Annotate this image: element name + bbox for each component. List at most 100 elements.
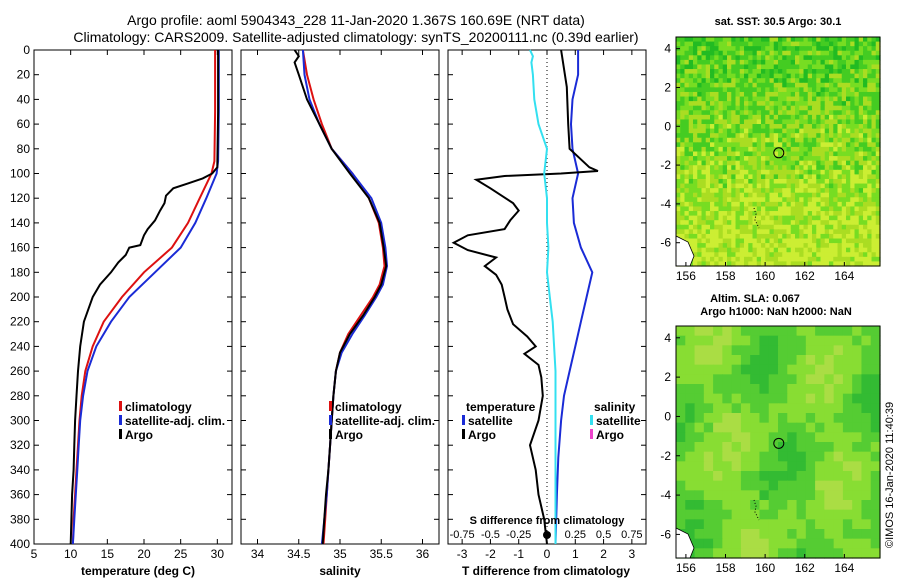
map-cell — [846, 91, 851, 98]
map-cell — [748, 211, 754, 217]
map-cell — [756, 37, 762, 43]
map-cell — [846, 73, 851, 79]
map-cell — [701, 197, 707, 203]
map-cell — [744, 82, 749, 88]
map-cell — [778, 82, 783, 88]
map-cell — [805, 355, 816, 366]
map-cell — [684, 64, 690, 70]
map-cell — [824, 220, 830, 226]
map-cell — [875, 243, 881, 249]
map-cell — [854, 238, 860, 244]
map-cell — [841, 64, 847, 70]
map-cell — [850, 261, 856, 267]
map-cell — [701, 247, 707, 253]
map-cell — [731, 183, 737, 189]
map-cell — [829, 128, 834, 134]
map-cell — [759, 548, 770, 559]
map-cell — [842, 374, 853, 385]
map-cell — [688, 229, 694, 235]
y-tick-label: 160 — [10, 241, 30, 255]
map-cell — [782, 169, 788, 175]
map-cell — [688, 55, 694, 61]
map-cell — [824, 548, 835, 559]
map-cell — [769, 238, 775, 244]
map-cell — [727, 211, 732, 217]
map-cell — [846, 105, 851, 111]
map-cell — [837, 41, 843, 47]
map-cell — [805, 519, 816, 530]
map-cell — [846, 146, 851, 153]
map-cell — [705, 238, 711, 244]
map-cell — [790, 124, 796, 130]
map-cell — [759, 538, 770, 549]
map-cell — [759, 364, 770, 375]
map-cell — [722, 509, 733, 520]
map-cell — [756, 160, 762, 166]
map-cell — [684, 211, 690, 217]
map-cell — [841, 188, 847, 194]
map-cell — [769, 160, 775, 166]
map-cell — [756, 128, 762, 134]
map-cell — [875, 174, 881, 180]
y-tick-label: 260 — [10, 364, 30, 378]
map-cell — [846, 133, 851, 139]
map-cell — [710, 114, 715, 121]
map-cell — [748, 142, 754, 148]
x-tick-label: 2 — [600, 547, 607, 561]
map-cell — [688, 220, 694, 226]
map-cell — [750, 461, 761, 472]
map-cell — [735, 64, 741, 70]
map-cell — [735, 142, 741, 148]
map-cell — [693, 261, 698, 267]
map-cell — [837, 169, 843, 175]
map-cell — [748, 37, 754, 43]
map-cell — [680, 37, 686, 43]
map-cell — [693, 55, 698, 61]
map-cell — [854, 119, 860, 125]
map-cell — [799, 124, 805, 130]
map-cell — [735, 178, 741, 185]
map-cell — [807, 252, 813, 258]
map-cell — [750, 500, 761, 511]
map-cell — [697, 114, 703, 121]
map-cell — [735, 91, 741, 98]
map-cell — [846, 165, 851, 171]
map-cell — [685, 432, 696, 443]
map-cell — [786, 178, 792, 185]
map-cell — [714, 183, 720, 189]
map-cell — [871, 261, 877, 267]
map-cell — [735, 133, 741, 139]
map-cell — [861, 413, 872, 424]
map-cell — [858, 192, 864, 198]
map-cell — [739, 64, 745, 70]
map-cell — [786, 252, 792, 258]
map-cell — [759, 326, 770, 337]
map-cell — [722, 69, 728, 75]
map-cell — [731, 220, 737, 226]
map-cell — [824, 243, 830, 249]
map-cell — [680, 151, 686, 157]
map-cell — [748, 124, 754, 130]
map-cell — [735, 114, 741, 121]
map-cell — [768, 335, 779, 346]
map-cell — [688, 69, 694, 75]
map-cell — [852, 548, 863, 559]
map-cell — [714, 50, 720, 56]
map-cell — [782, 197, 788, 203]
map-cell — [863, 178, 868, 185]
map-cell — [841, 192, 847, 198]
map-cell — [790, 174, 796, 180]
map-cell — [863, 165, 868, 171]
map-cell — [854, 91, 860, 98]
map-cell — [829, 247, 834, 253]
map-cell — [799, 41, 805, 47]
map-cell — [710, 215, 715, 221]
map-cell — [731, 461, 742, 472]
map-cell — [854, 188, 860, 194]
map-cell — [778, 529, 788, 540]
map-cell — [676, 160, 681, 166]
map-cell — [684, 124, 690, 130]
map-cell — [701, 55, 707, 61]
sst-map-title: sat. SST: 30.5 Argo: 30.1 — [715, 16, 842, 28]
map-cell — [693, 252, 698, 258]
